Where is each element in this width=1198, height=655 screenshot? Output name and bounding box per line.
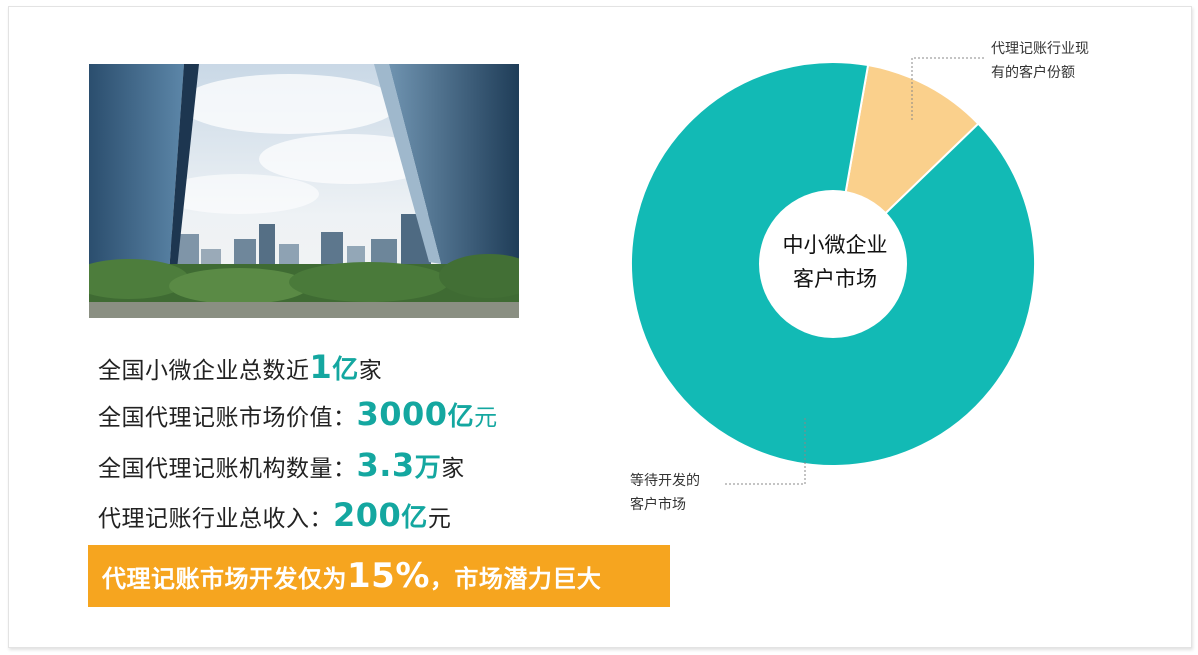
stat-unit-small: 家 <box>441 456 465 482</box>
stat-industry-revenue: 代理记账行业总收入：200亿元 <box>98 496 451 534</box>
stat-total-smes: 全国小微企业总数近1亿家 <box>98 348 382 386</box>
city-skyline-photo <box>89 64 519 318</box>
stat-label: 全国小微企业总数近 <box>98 358 310 384</box>
leader-line-main <box>725 418 806 485</box>
center-label-line-1: 中小微企业 <box>782 233 888 257</box>
stat-unit: 亿 <box>332 355 359 385</box>
stat-value: 3.3 <box>356 446 415 484</box>
market-potential-banner: 代理记账市场开发仅为 15% ，市场潜力巨大 <box>88 545 670 607</box>
stat-value: 3000 <box>356 395 448 433</box>
banner-prefix: 代理记账市场开发仅为 <box>102 564 347 593</box>
stat-label: 代理记账行业总收入： <box>98 506 333 532</box>
stat-unit: 亿 <box>447 402 475 432</box>
donut-center-label: 中小微企业 客户市场 <box>745 228 925 296</box>
slice-label-existing-share: 代理记账行业现 有的客户份额 <box>991 41 1089 81</box>
stat-label: 全国代理记账市场价值： <box>98 405 357 431</box>
leader-line-minor <box>911 57 985 120</box>
stat-unit: 万 <box>414 453 442 483</box>
stat-unit-small: 元 <box>427 506 452 532</box>
banner-value: 15% <box>347 556 430 596</box>
stat-value: 200 <box>333 496 402 534</box>
stat-unit-small: 元 <box>474 405 498 431</box>
stat-market-value: 全国代理记账市场价值：3000亿元 <box>98 395 498 433</box>
stat-agency-count: 全国代理记账机构数量：3.3万家 <box>98 446 465 484</box>
stat-label: 全国代理记账机构数量： <box>98 456 357 482</box>
stat-value: 1 <box>309 348 333 386</box>
stat-unit: 亿 <box>401 503 428 533</box>
banner-suffix: ，市场潜力巨大 <box>429 564 602 593</box>
slice-label-untapped-market: 等待开发的 客户市场 <box>630 473 700 513</box>
center-label-line-2: 客户市场 <box>793 267 877 291</box>
stat-unit-small: 家 <box>358 358 383 384</box>
donut-hole <box>759 190 907 338</box>
